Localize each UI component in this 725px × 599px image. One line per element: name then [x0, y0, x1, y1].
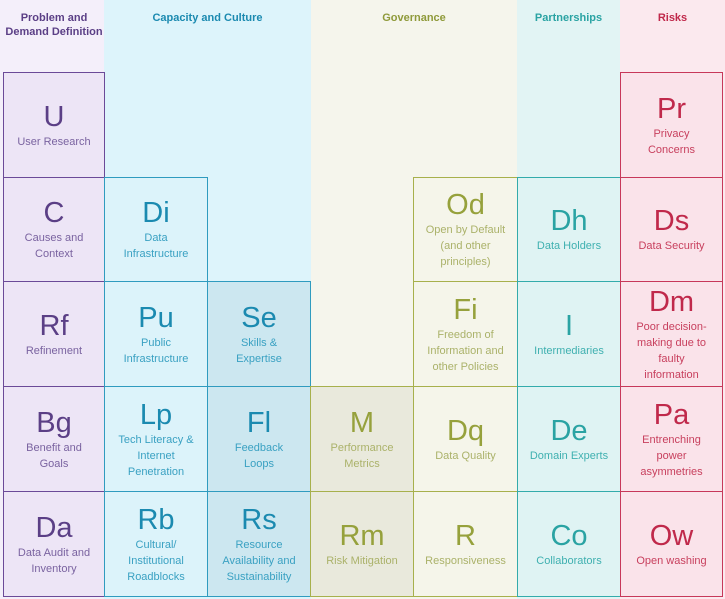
element-name: Open washing [636, 554, 707, 567]
element-user-research: U User Research [3, 72, 105, 178]
column-header-partnerships: Partnerships [534, 12, 603, 24]
element-domain-experts: De Domain Experts [517, 386, 621, 492]
element-symbol: De [550, 414, 588, 447]
element-name: Public Infrastructure [123, 336, 189, 365]
element-performance-metrics: M Performance Metrics [310, 386, 414, 492]
element-refinement: Rf Refinement [3, 281, 105, 387]
element-name: User Research [17, 135, 91, 148]
element-open-by-default: Od Open by Default (and other principles… [413, 177, 518, 282]
element-open-washing: Ow Open washing [620, 491, 723, 597]
element-symbol: Lp [139, 398, 173, 431]
element-collaborators: Co Collaborators [517, 491, 621, 597]
element-feedback-loops: Fl Feedback Loops [207, 386, 311, 492]
element-name: Domain Experts [529, 449, 609, 462]
element-cultural-roadblocks: Rb Cultural/ Institutional Roadblocks [104, 491, 208, 597]
element-symbol: Pa [653, 398, 690, 431]
element-name: Causes and Context [24, 232, 84, 260]
element-symbol: Bg [36, 406, 72, 439]
column-header-governance: Governance [382, 12, 446, 24]
element-symbol: Dq [446, 414, 485, 447]
element-name: Skills & Expertise [236, 336, 282, 365]
element-symbol: Fl [246, 406, 272, 439]
element-symbol: Ow [649, 519, 694, 552]
element-symbol: C [43, 197, 65, 229]
element-symbol: Dm [648, 285, 695, 318]
element-symbol: Dh [550, 205, 588, 237]
element-symbol: Od [446, 189, 485, 221]
element-risk-mitigation: Rm Risk Mitigation [310, 491, 414, 597]
element-symbol: Rb [137, 503, 175, 536]
element-name: Data Holders [536, 240, 602, 252]
element-power-asymmetries: Pa Entrenching power asymmetries [620, 386, 723, 492]
element-name: Collaborators [536, 554, 602, 567]
element-name: Feedback Loops [234, 441, 284, 470]
element-symbol: Ds [653, 205, 690, 237]
element-symbol: Pu [138, 301, 174, 334]
element-responsiveness: R Responsiveness [413, 491, 518, 597]
element-tech-literacy: Lp Tech Literacy & Internet Penetration [104, 386, 208, 492]
element-symbol: Co [550, 519, 588, 552]
element-symbol: Fi [453, 293, 478, 326]
element-symbol: Da [35, 511, 73, 544]
element-name: Risk Mitigation [326, 554, 398, 567]
element-data-infrastructure: Di Data Infrastructure [104, 177, 208, 282]
element-public-infrastructure: Pu Public Infrastructure [104, 281, 208, 387]
element-data-quality: Dq Data Quality [413, 386, 518, 492]
element-symbol: Di [142, 197, 170, 229]
column-header-risks: Risks [657, 12, 688, 24]
element-name: Responsiveness [425, 554, 506, 567]
element-name: Intermediaries [534, 344, 604, 357]
element-name: Tech Literacy & Internet Penetration [118, 433, 194, 478]
element-freedom-of-information: Fi Freedom of Information and other Poli… [413, 281, 518, 387]
element-name: Benefit and Goals [26, 441, 82, 470]
element-data-holders: Dh Data Holders [517, 177, 621, 282]
element-symbol: I [564, 309, 574, 342]
element-causes-and-context: C Causes and Context [3, 177, 105, 282]
element-symbol: Pr [657, 92, 686, 125]
element-name: Freedom of Information and other Policie… [427, 328, 504, 373]
element-poor-decision-making: Dm Poor decision-making due to faulty in… [620, 281, 723, 387]
element-intermediaries: I Intermediaries [517, 281, 621, 387]
element-name: Data Audit and Inventory [17, 546, 91, 575]
element-data-security: Ds Data Security [620, 177, 723, 282]
column-header-problem: Problem and Demand Definition [5, 12, 103, 38]
element-name: Privacy Concerns [647, 127, 696, 156]
element-symbol: Rs [241, 503, 277, 536]
element-privacy-concerns: Pr Privacy Concerns [620, 72, 723, 178]
element-symbol: Se [241, 301, 277, 334]
element-symbol: Rf [39, 309, 69, 342]
element-name: Data Infrastructure [123, 232, 189, 260]
element-name: Data Security [638, 240, 705, 252]
element-name: Refinement [25, 344, 83, 357]
element-name: Cultural/ Institutional Roadblocks [127, 538, 185, 583]
element-name: Open by Default (and other principles) [425, 224, 506, 268]
element-name: Performance Metrics [330, 441, 394, 470]
element-data-audit-and-inventory: Da Data Audit and Inventory [3, 491, 105, 597]
element-skills-and-expertise: Se Skills & Expertise [207, 281, 311, 387]
element-symbol: Rm [339, 519, 385, 552]
element-name: Entrenching power asymmetries [640, 433, 703, 478]
element-benefit-and-goals: Bg Benefit and Goals [3, 386, 105, 492]
element-name: Poor decision-making due to faulty infor… [636, 320, 707, 381]
element-resource-availability: Rs Resource Availability and Sustainabil… [207, 491, 311, 597]
element-symbol: U [43, 100, 65, 133]
element-name: Data Quality [435, 449, 496, 462]
element-symbol: M [349, 406, 375, 439]
element-name: Resource Availability and Sustainability [222, 538, 296, 583]
element-symbol: R [455, 519, 476, 552]
column-header-capacity: Capacity and Culture [152, 12, 263, 24]
